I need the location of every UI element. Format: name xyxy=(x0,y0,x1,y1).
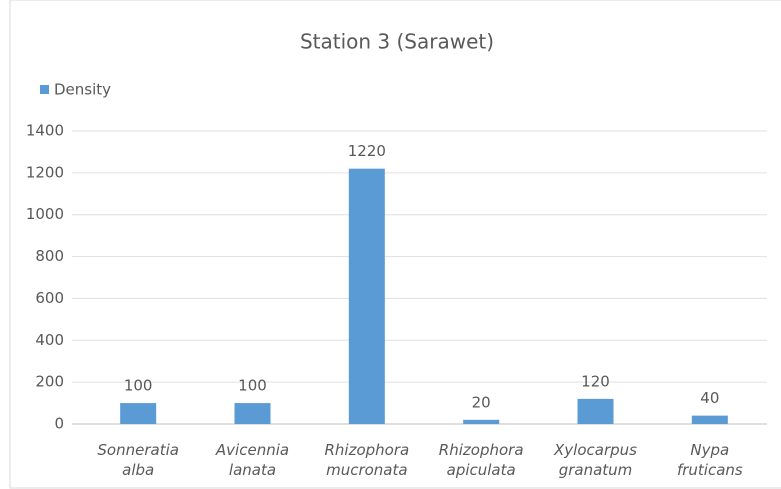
y-tick-label: 1000 xyxy=(26,205,64,223)
y-tick-label: 1200 xyxy=(26,163,64,181)
y-tick-label: 200 xyxy=(35,373,64,391)
legend-swatch xyxy=(40,85,49,94)
data-label: 40 xyxy=(700,389,719,407)
data-label: 120 xyxy=(581,372,610,390)
bar xyxy=(234,403,271,424)
data-label: 20 xyxy=(472,393,491,411)
bar xyxy=(691,415,728,424)
x-tick-label: Rhizophora apiculata xyxy=(439,441,524,479)
bar xyxy=(463,419,500,424)
y-tick-label: 1400 xyxy=(26,122,64,140)
x-tick-label: Rhizophora mucronata xyxy=(324,441,409,479)
bar xyxy=(120,403,157,424)
legend-label: Density xyxy=(54,81,111,99)
y-tick-label: 400 xyxy=(35,331,64,349)
bar xyxy=(348,168,385,424)
y-tick-label: 800 xyxy=(35,247,64,265)
y-tick-label: 0 xyxy=(54,415,64,433)
data-label: 1220 xyxy=(348,142,386,160)
x-tick-label: Xylocarpus granatum xyxy=(553,441,637,479)
data-label: 100 xyxy=(238,377,267,395)
x-tick-label: Sonneratia alba xyxy=(97,441,179,479)
data-label: 100 xyxy=(124,377,153,395)
y-tick-label: 600 xyxy=(35,289,64,307)
bar xyxy=(577,398,614,424)
x-tick-label: Avicennia lanata xyxy=(215,441,289,479)
x-tick-label: Nypa fruticans xyxy=(677,441,743,479)
chart-title: Station 3 (Sarawet) xyxy=(300,30,494,54)
